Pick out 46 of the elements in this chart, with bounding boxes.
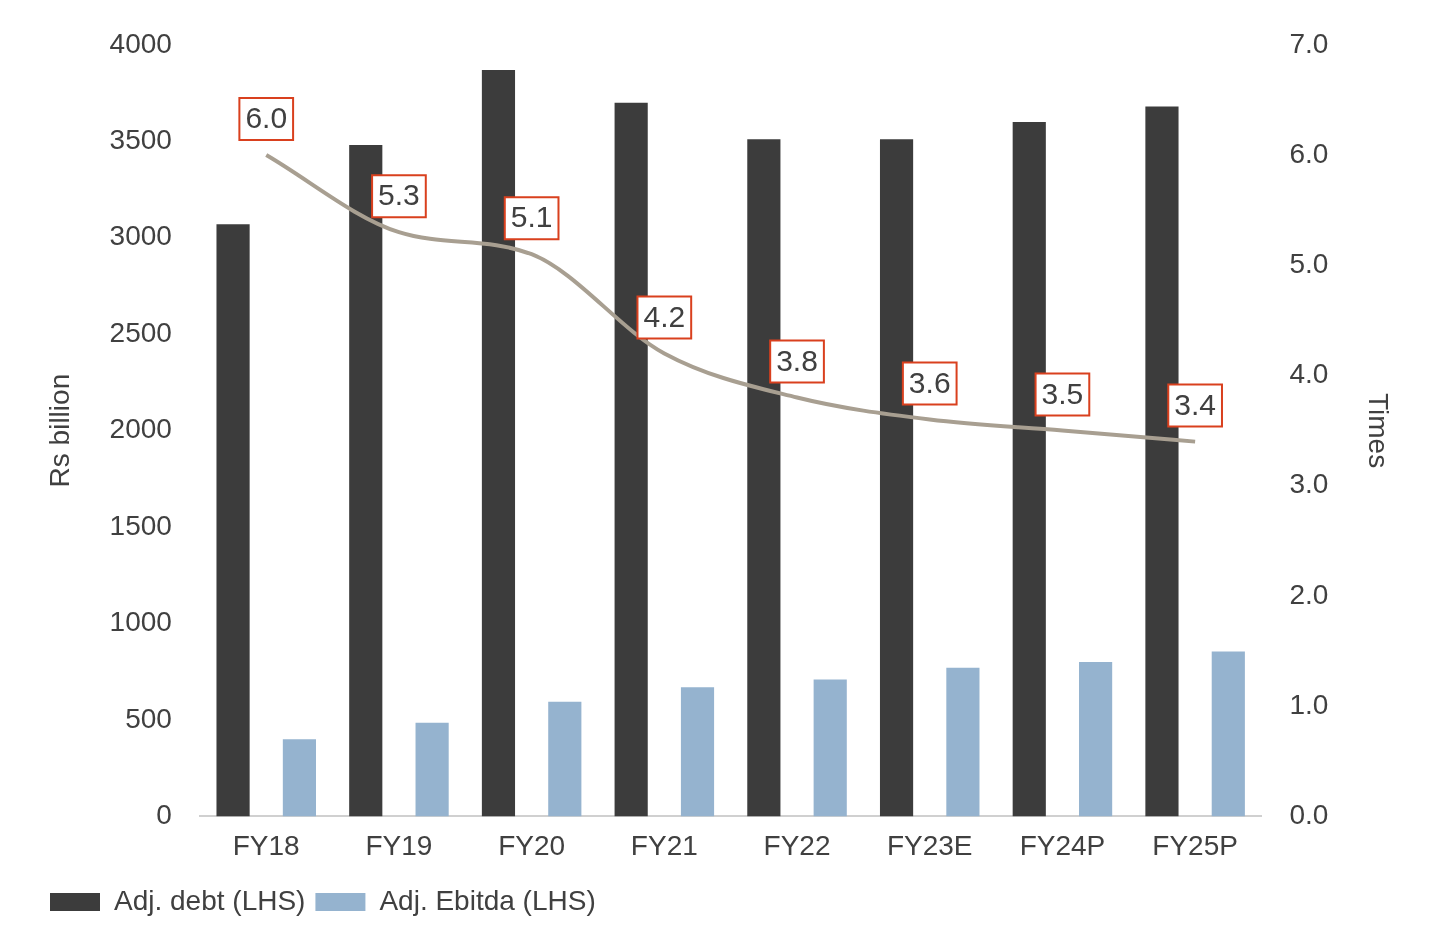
y-tick-label: 4000 [109,27,172,59]
y-tick-label: 2500 [109,316,172,348]
y2-tick-label: 1.0 [1289,688,1329,720]
y-tick-label: 3000 [109,220,172,252]
x-tick-label: FY18 [232,829,300,861]
x-tick-label: FY24P [1019,829,1106,861]
data-label: 3.6 [908,365,951,399]
y2-tick-label: 7.0 [1289,27,1329,59]
x-tick-label: FY25P [1152,829,1238,861]
data-label: 3.4 [1174,387,1216,421]
y2-tick-label: 5.0 [1289,247,1329,279]
y2-tick-label: 4.0 [1289,358,1329,390]
bar [282,739,316,817]
y2-axis-title: Times [1363,393,1395,469]
bar [1079,662,1113,817]
y-tick-label: 1500 [109,509,172,541]
x-tick-label: FY19 [365,829,433,861]
data-label: 3.8 [776,343,818,377]
data-label: 5.1 [510,200,553,234]
y2-tick-label: 6.0 [1289,137,1329,169]
bar [548,701,582,817]
bar [1211,651,1245,817]
bar [946,667,980,817]
y2-tick-label: 2.0 [1289,578,1329,610]
y2-tick-label: 3.0 [1289,468,1329,500]
bar [680,687,715,817]
y-axis-title: Rs billion [43,373,75,488]
x-tick-label: FY21 [630,829,698,861]
bar [813,679,847,817]
x-tick-label: FY20 [498,829,566,861]
legend-label: Adj. Ebitda (LHS) [379,884,596,916]
data-label: 4.2 [643,299,686,333]
data-label: 5.3 [378,178,420,212]
y-tick-label: 500 [125,702,172,734]
bar [216,224,250,817]
y-tick-label: 1000 [109,606,172,638]
x-tick-label: FY23E [886,829,973,861]
data-label: 3.5 [1041,376,1084,410]
legend-label: Adj. debt (LHS) [114,884,306,916]
y2-tick-label: 0.0 [1289,799,1329,831]
data-label: 6.0 [245,101,288,135]
y-tick-label: 0 [156,799,172,831]
y-tick-label: 3500 [109,123,172,155]
bar [415,722,449,817]
y-tick-label: 2000 [109,413,172,445]
x-tick-label: FY22 [763,829,831,861]
